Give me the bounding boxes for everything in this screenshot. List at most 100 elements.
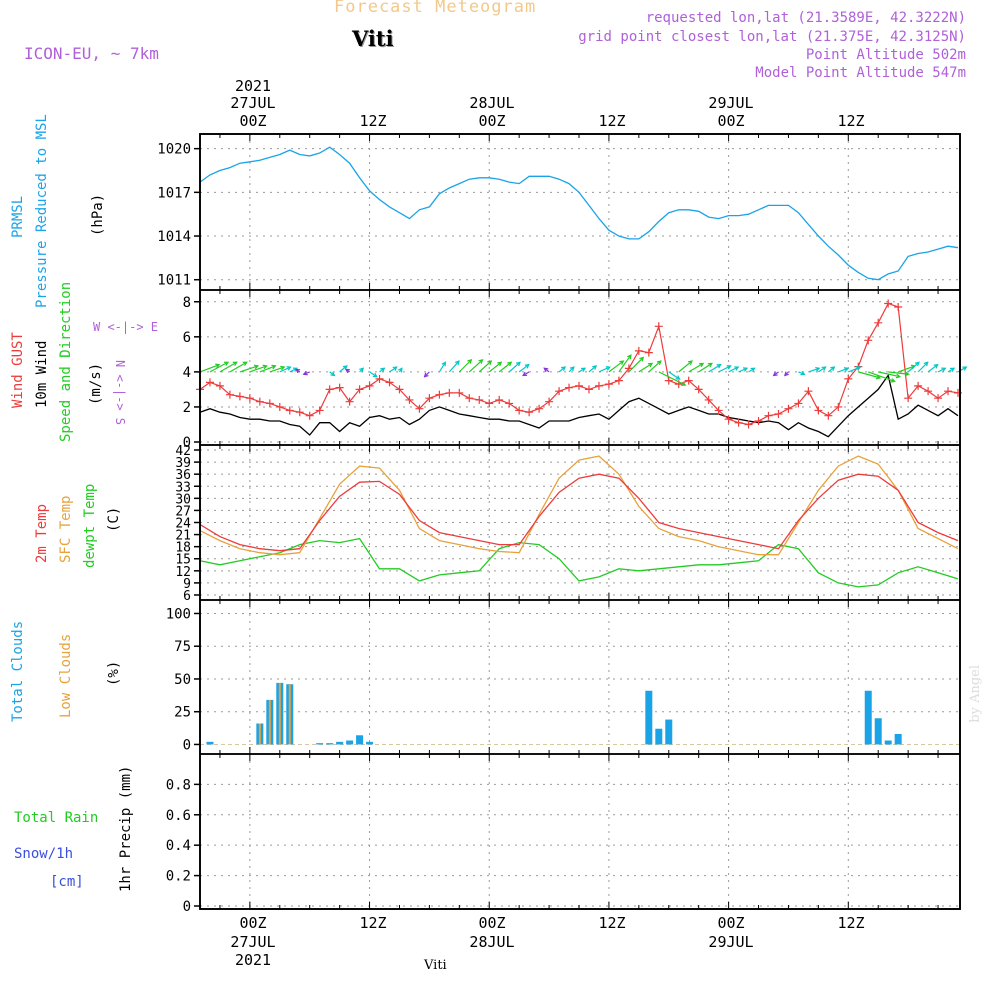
- wind-arrow-shaft: [199, 364, 220, 373]
- wind-arrow-shaft: [838, 367, 849, 373]
- wind-arrow: [369, 371, 378, 378]
- gust-marker: [724, 415, 733, 424]
- top-date-27jul: 27JUL: [230, 94, 276, 112]
- wind-arrow-head: [467, 358, 473, 364]
- gust-marker: [535, 404, 544, 413]
- wind-arrow-shaft: [249, 365, 267, 373]
- gust-marker: [834, 402, 843, 411]
- wind-arrow-shaft: [608, 360, 624, 373]
- gust-marker: [694, 385, 703, 394]
- wind-arrow-head: [681, 381, 687, 386]
- gust-marker: [435, 390, 444, 399]
- wind-arrow-head: [497, 361, 503, 367]
- gust-marker: [714, 406, 723, 415]
- wind-arrow-head: [507, 361, 513, 367]
- gust-marker: [584, 385, 593, 394]
- point-altitude: Point Altitude 502m: [805, 47, 966, 63]
- low-cloud-bar: [278, 682, 281, 745]
- y-tick-label: 6: [183, 589, 191, 604]
- wind-arrow-head: [933, 363, 939, 369]
- gust-marker: [425, 394, 434, 403]
- wind-arrow: [302, 370, 310, 376]
- gust-marker: [255, 397, 264, 406]
- gust-marker: [495, 395, 504, 404]
- wind-arrow-shaft: [209, 361, 229, 373]
- total-cloud-bar: [655, 728, 663, 745]
- wind-arrow-head: [750, 367, 756, 373]
- wind-arrow-head: [821, 366, 827, 371]
- top-time-12z-29: 12Z: [837, 112, 865, 130]
- wind-arrow-head: [950, 367, 956, 373]
- wind-arrow-head: [800, 370, 806, 376]
- chart-outer-frame: [199, 133, 961, 910]
- wind-arrow-head: [372, 372, 378, 378]
- wind-arrow-shaft: [229, 361, 248, 373]
- total-cloud-bar: [206, 741, 214, 745]
- wind-arrow-head: [639, 356, 645, 362]
- y-tick-label: 27: [175, 504, 191, 519]
- wind-arrow-head: [242, 361, 248, 367]
- gust-marker: [904, 394, 913, 403]
- gust-marker: [814, 406, 823, 415]
- total-cloud-bar: [645, 690, 653, 745]
- y-tick-label: 1014: [157, 229, 191, 245]
- gust-marker: [405, 395, 414, 404]
- y-tick-label: 21: [175, 529, 191, 544]
- top-time-00z-27: 00Z: [239, 112, 267, 130]
- wind-arrow-head: [286, 366, 292, 371]
- bottom-time-00z-29: 00Z: [717, 914, 745, 932]
- wind-arrow: [608, 360, 625, 373]
- rain-label: Total Rain: [14, 810, 99, 826]
- y-tick-label: 100: [166, 606, 191, 622]
- wind-arrow: [917, 361, 929, 373]
- wind-arrow-head: [295, 368, 301, 374]
- wind-arrow-head: [941, 367, 947, 372]
- gust-marker: [575, 381, 584, 390]
- gust-marker: [604, 380, 613, 389]
- wind-arrow: [907, 361, 920, 373]
- wind-arrow-head: [962, 366, 968, 371]
- wind-arrow-shaft: [927, 364, 939, 373]
- gust-marker: [395, 385, 404, 394]
- wind-arrow-head: [772, 371, 778, 377]
- station-name: Viti: [352, 26, 394, 51]
- wind-arrow-shaft: [458, 359, 472, 373]
- wind-arrow-head: [716, 364, 722, 369]
- wind-arrow-head: [342, 365, 348, 370]
- gust-marker: [784, 404, 793, 413]
- gust-marker: [555, 387, 564, 396]
- top-date-29jul: 29JUL: [708, 94, 754, 112]
- wind-arrow: [748, 367, 756, 373]
- bottom-time-00z-28: 00Z: [478, 914, 506, 932]
- wind-arrow-shaft: [598, 366, 610, 373]
- wind-arrow-head: [742, 367, 749, 372]
- wind-arrow: [638, 362, 654, 373]
- gust-marker: [924, 387, 933, 396]
- wind-arrow-head: [619, 360, 625, 365]
- wind-arrow-head: [843, 367, 850, 372]
- wind-10m-line: [199, 373, 959, 438]
- wind-arrow-head: [487, 360, 493, 366]
- y-tick-label: 4: [183, 365, 191, 381]
- top-time-00z-29: 00Z: [717, 112, 745, 130]
- wind-arrow-head: [441, 361, 447, 367]
- wind-arrow-shaft: [658, 371, 686, 386]
- wind-arrow-shaft: [868, 371, 895, 383]
- gust-marker: [205, 378, 214, 387]
- wind-arrow: [798, 370, 806, 376]
- gust-marker: [225, 390, 234, 399]
- gust-marker: [295, 408, 304, 417]
- wind-arrow: [628, 356, 645, 373]
- wind-arrow-head: [223, 361, 230, 366]
- gust-marker: [515, 406, 524, 415]
- gust-marker: [475, 395, 484, 404]
- wind-arrow-head: [890, 378, 896, 383]
- gust-marker: [315, 406, 324, 415]
- panel-frame: [199, 133, 961, 291]
- wind-arrow-shaft: [818, 366, 826, 373]
- wind-arrow-shaft: [708, 364, 721, 373]
- wind-arrow-shaft: [279, 366, 291, 373]
- y-tick-label: 18: [175, 541, 191, 556]
- y-tick-label: 0.4: [166, 838, 191, 854]
